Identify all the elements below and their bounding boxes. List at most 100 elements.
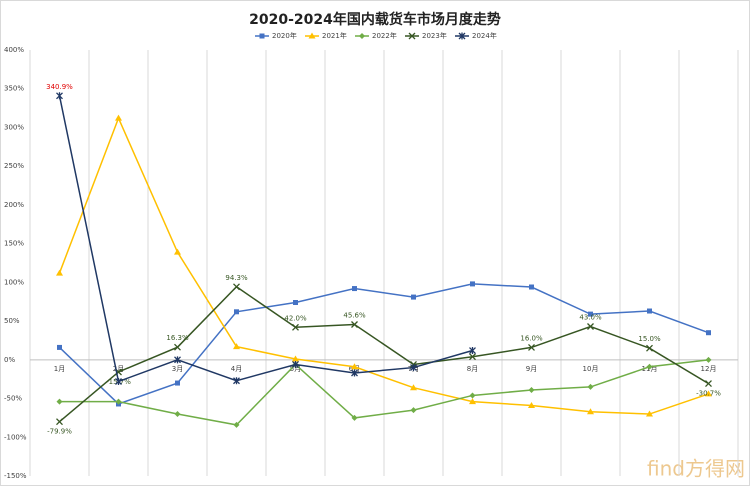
marker: [56, 92, 63, 100]
marker-triangle: [646, 410, 653, 417]
marker: [56, 418, 63, 426]
legend-label: 2020年: [272, 31, 297, 40]
marker: [587, 408, 594, 415]
marker-square: [470, 281, 475, 287]
marker-square: [647, 308, 652, 314]
marker-diamond: [587, 383, 594, 390]
series-line: [59, 359, 709, 426]
marker: [233, 283, 240, 291]
marker: [351, 369, 358, 377]
marker-x: [528, 343, 535, 351]
marker: [458, 32, 466, 40]
marker: [647, 308, 652, 314]
chart-title: 2020-2024年国内载货车市场月度走势: [249, 11, 501, 28]
marker-x: [646, 344, 653, 352]
marker-x: [351, 321, 358, 328]
marker: [528, 343, 535, 351]
marker-square: [529, 284, 534, 290]
marker-triangle: [308, 32, 316, 39]
marker-x: [705, 380, 712, 388]
marker-triangle: [174, 248, 181, 255]
marker: [410, 407, 417, 414]
marker-x: [292, 323, 299, 331]
marker-x: [458, 32, 466, 40]
marker-square: [352, 286, 357, 292]
x-tick-label: 12月: [701, 365, 717, 373]
marker-x: [587, 323, 594, 330]
marker: [56, 398, 63, 405]
data-label: 94.3%: [225, 274, 248, 282]
marker-diamond: [705, 356, 712, 363]
marker-x: [410, 364, 417, 372]
y-tick-label: 250%: [4, 162, 24, 170]
marker: [56, 269, 63, 276]
marker: [529, 284, 534, 290]
legend-label: 2022年: [372, 31, 397, 40]
marker: [410, 364, 417, 372]
marker-diamond: [174, 411, 181, 418]
marker-x: [233, 283, 240, 291]
y-tick-label: 150%: [4, 240, 24, 248]
marker: [351, 321, 358, 328]
marker: [174, 411, 181, 418]
marker-square: [234, 309, 239, 315]
marker-triangle: [528, 402, 535, 409]
y-tick-label: 100%: [4, 278, 24, 286]
marker: [646, 363, 653, 370]
marker: [233, 421, 240, 428]
marker-diamond: [56, 398, 63, 405]
marker-x: [292, 360, 299, 368]
marker: [351, 363, 358, 370]
marker: [528, 402, 535, 409]
marker-square: [411, 294, 416, 300]
marker-x: [469, 353, 476, 361]
marker-diamond: [469, 392, 476, 399]
x-tick-label: 3月: [172, 365, 183, 373]
marker: [352, 286, 357, 292]
series-line: [59, 285, 709, 423]
data-label: 340.9%: [46, 83, 73, 91]
marker-triangle: [587, 408, 594, 415]
x-tick-label: 10月: [583, 365, 599, 373]
marker: [411, 294, 416, 300]
marker-diamond: [233, 421, 240, 428]
data-label: 45.6%: [343, 311, 366, 319]
marker-triangle: [705, 390, 712, 397]
marker: [528, 387, 535, 394]
marker: [646, 344, 653, 352]
marker-triangle: [410, 384, 417, 391]
marker-square: [706, 330, 711, 336]
data-label: 42.0%: [284, 314, 307, 322]
marker-triangle: [233, 343, 240, 350]
marker: [410, 384, 417, 391]
marker-square: [588, 311, 593, 317]
marker: [115, 378, 122, 386]
data-label: -79.9%: [47, 428, 72, 436]
marker-x: [233, 377, 240, 385]
marker: [57, 344, 62, 350]
series-line: [58, 283, 709, 405]
marker: [233, 343, 240, 350]
legend-label: 2023年: [422, 31, 447, 40]
marker-triangle: [469, 398, 476, 405]
marker-x: [56, 418, 63, 426]
y-tick-label: 300%: [4, 123, 24, 131]
x-tick-label: 2月: [113, 365, 124, 373]
x-tick-label: 8月: [467, 365, 478, 373]
series-line: [58, 116, 709, 415]
marker: [408, 32, 416, 40]
marker: [706, 330, 711, 336]
marker: [705, 380, 712, 388]
marker-diamond: [351, 414, 358, 421]
marker: [174, 356, 181, 364]
x-tick-label: 9月: [526, 365, 537, 373]
marker-x: [174, 343, 181, 351]
x-tick-label: 5月: [290, 365, 301, 373]
marker: [469, 347, 476, 355]
marker: [351, 414, 358, 421]
y-tick-label: -100%: [4, 433, 27, 441]
marker-square: [175, 380, 180, 386]
data-label: -30.7%: [696, 390, 721, 398]
series-line: [58, 95, 473, 383]
